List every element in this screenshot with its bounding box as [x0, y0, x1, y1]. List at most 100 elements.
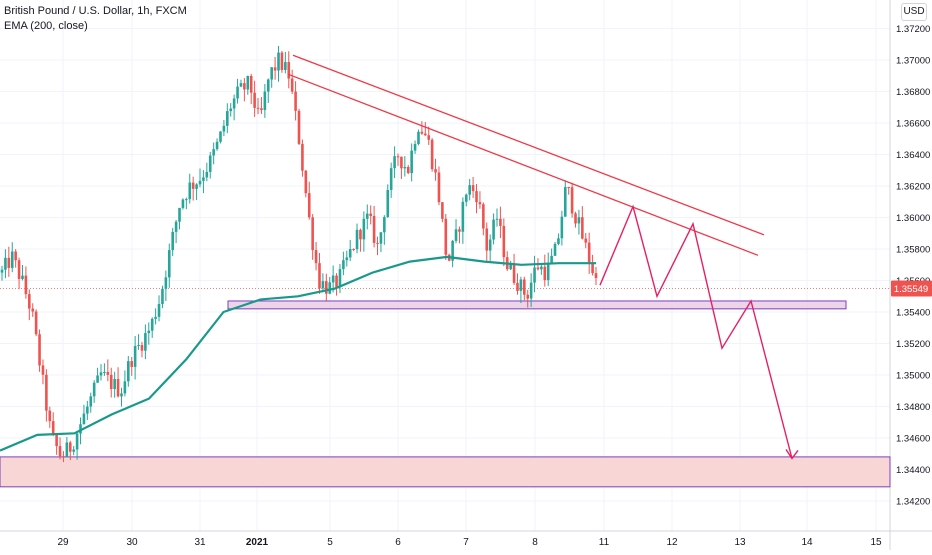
candle-body — [202, 177, 205, 181]
candle-body — [509, 264, 512, 270]
candle-body — [369, 213, 372, 216]
candle-body — [277, 52, 280, 71]
candle-body — [65, 442, 69, 457]
symbol-title[interactable]: British Pound / U.S. Dollar, 1h, FXCM — [4, 5, 187, 17]
candle-body — [444, 218, 448, 255]
candle-body — [406, 166, 410, 174]
candle-body — [307, 193, 311, 218]
candle-body — [171, 231, 174, 251]
candle-body — [533, 267, 536, 283]
candle-body — [458, 229, 461, 232]
candle-body — [51, 421, 55, 435]
candle-body — [314, 250, 318, 264]
trendline-1 — [292, 54, 765, 236]
candle-body — [311, 217, 314, 251]
demand-zone-rect — [0, 456, 891, 488]
candle-body — [236, 86, 239, 99]
candle-body — [249, 75, 253, 93]
candle-body — [280, 52, 284, 70]
time-tick-label: 2021 — [246, 537, 269, 548]
price-tick-label: 1.36600 — [896, 119, 930, 130]
candle-body — [273, 67, 277, 71]
candle-body — [45, 374, 48, 411]
trendline-2 — [287, 73, 759, 256]
candle-body — [92, 382, 96, 397]
time-tick-label: 30 — [126, 537, 138, 548]
candle-body — [174, 221, 178, 232]
price-tick-label: 1.34400 — [896, 465, 930, 476]
currency-button[interactable]: USD — [901, 3, 927, 21]
candle-body — [577, 217, 581, 224]
time-tick-label: 15 — [870, 537, 882, 548]
candle-body — [338, 269, 342, 288]
candle-body — [348, 248, 352, 258]
candle-body — [342, 260, 345, 270]
projection-path — [599, 204, 793, 459]
candle-body — [529, 282, 533, 299]
candle-body — [379, 232, 383, 244]
candle-body — [55, 434, 58, 447]
candle-body — [546, 262, 550, 281]
candle-body — [478, 202, 482, 205]
candle-body — [256, 107, 260, 109]
candle-body — [396, 156, 400, 158]
candle-body — [144, 333, 147, 351]
support-zone-rect — [227, 300, 847, 310]
price-tick-label: 1.36200 — [896, 182, 930, 193]
candle-body — [441, 202, 444, 219]
candle-body — [502, 225, 506, 258]
candle-body — [471, 185, 475, 192]
candle-body — [188, 182, 192, 200]
candle-body — [488, 239, 492, 251]
candle-body — [526, 294, 530, 299]
candle-body — [591, 262, 594, 274]
candle-body — [195, 184, 198, 189]
candle-body — [72, 449, 75, 452]
ema-indicator-label[interactable]: EMA (200, close) — [4, 20, 88, 32]
candle-body — [485, 228, 489, 251]
candle-body — [355, 229, 359, 250]
candle-body — [475, 191, 478, 203]
price-tick-label: 1.36800 — [896, 87, 930, 98]
candle-body — [226, 111, 229, 126]
candle-body — [383, 217, 386, 233]
candle-body — [543, 266, 547, 281]
last-price-label: 1.35549 — [894, 284, 928, 295]
candle-body — [284, 62, 287, 70]
price-tick-label: 1.35800 — [896, 245, 930, 256]
candle-body — [62, 456, 65, 458]
time-tick-label: 8 — [532, 537, 538, 548]
candle-body — [161, 288, 164, 304]
candle-body — [345, 257, 349, 261]
candle-body — [287, 62, 291, 79]
candle-body — [212, 149, 215, 156]
candle-body — [147, 330, 151, 334]
candle-body — [587, 242, 591, 263]
time-tick-label: 14 — [801, 537, 813, 548]
time-tick-label: 29 — [57, 537, 69, 548]
candle-body — [31, 308, 35, 312]
candle-body — [154, 316, 157, 319]
candle-body — [99, 372, 103, 376]
candle-body — [167, 250, 171, 278]
candle-body — [48, 410, 52, 422]
candle-body — [106, 371, 110, 375]
candle-body — [540, 266, 543, 270]
candle-body — [594, 273, 598, 279]
candle-body — [454, 229, 458, 241]
candle-body — [321, 281, 325, 289]
candle-body — [335, 275, 338, 288]
price-tick-label: 1.35200 — [896, 339, 930, 350]
candle-body — [495, 218, 499, 220]
candle-body — [0, 269, 4, 273]
candle-body — [239, 83, 243, 87]
candle-body — [191, 182, 195, 189]
candle-body — [86, 406, 89, 414]
candle-body — [266, 79, 270, 92]
candle-body — [420, 131, 424, 134]
candle-body — [376, 242, 379, 244]
time-tick-label: 11 — [599, 537, 610, 548]
